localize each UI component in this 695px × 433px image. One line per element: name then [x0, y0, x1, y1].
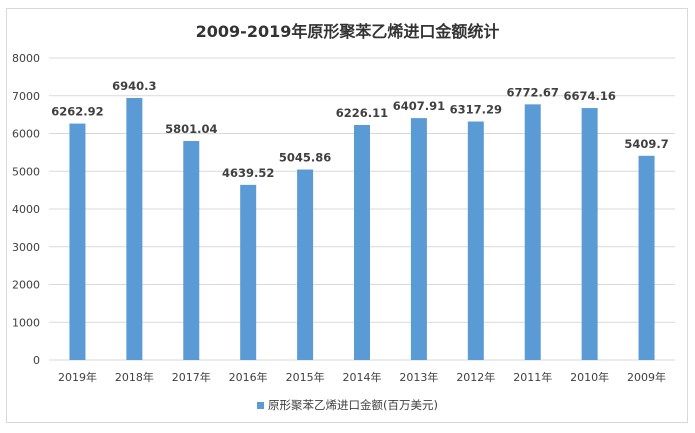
bar	[126, 98, 143, 361]
data-label: 6940.3	[112, 79, 156, 93]
legend: 原形聚苯乙烯进口金额(百万美元)	[0, 397, 695, 413]
x-tick-label: 2012年	[456, 370, 495, 384]
bar	[638, 155, 655, 360]
x-tick-label: 2014年	[343, 370, 382, 384]
x-tick-label: 2019年	[58, 370, 97, 384]
data-label: 6674.16	[563, 89, 615, 103]
y-tick-label: 7000	[12, 90, 40, 103]
y-tick-label: 1000	[12, 316, 40, 329]
data-label: 5045.86	[279, 151, 331, 165]
bar	[297, 169, 314, 360]
data-label: 5409.7	[624, 137, 668, 151]
data-label: 6317.29	[450, 103, 502, 117]
bar	[183, 141, 200, 360]
chart-frame	[6, 8, 688, 423]
x-tick-label: 2015年	[286, 370, 325, 384]
x-tick-label: 2016年	[229, 370, 268, 384]
legend-swatch	[257, 402, 264, 409]
bar	[524, 104, 541, 360]
y-tick-label: 4000	[12, 203, 40, 216]
data-label: 6772.67	[507, 85, 559, 99]
y-tick-label: 2000	[12, 279, 40, 292]
x-tick-label: 2011年	[513, 370, 552, 384]
y-tick-label: 5000	[12, 165, 40, 178]
data-label: 6226.11	[336, 106, 388, 120]
y-tick-label: 8000	[12, 52, 40, 65]
x-tick-label: 2010年	[570, 370, 609, 384]
legend-label: 原形聚苯乙烯进口金额(百万美元)	[268, 398, 438, 412]
bar	[354, 124, 370, 360]
bar	[467, 121, 484, 360]
data-label: 4639.52	[222, 166, 274, 180]
bar	[410, 118, 427, 360]
data-label: 6407.91	[393, 99, 445, 113]
x-tick-label: 2013年	[399, 370, 438, 384]
y-tick-label: 0	[33, 354, 40, 367]
x-tick-label: 2017年	[172, 370, 211, 384]
chart-title: 2009-2019年原形聚苯乙烯进口金额统计	[195, 22, 500, 41]
y-tick-label: 3000	[12, 241, 40, 254]
bar	[69, 123, 86, 360]
y-tick-label: 6000	[12, 128, 40, 141]
bar	[240, 184, 257, 360]
x-tick-label: 2018年	[115, 370, 154, 384]
data-label: 6262.92	[51, 105, 103, 119]
data-label: 5801.04	[165, 122, 217, 136]
x-tick-label: 2009年	[627, 370, 666, 384]
bar	[581, 108, 598, 360]
